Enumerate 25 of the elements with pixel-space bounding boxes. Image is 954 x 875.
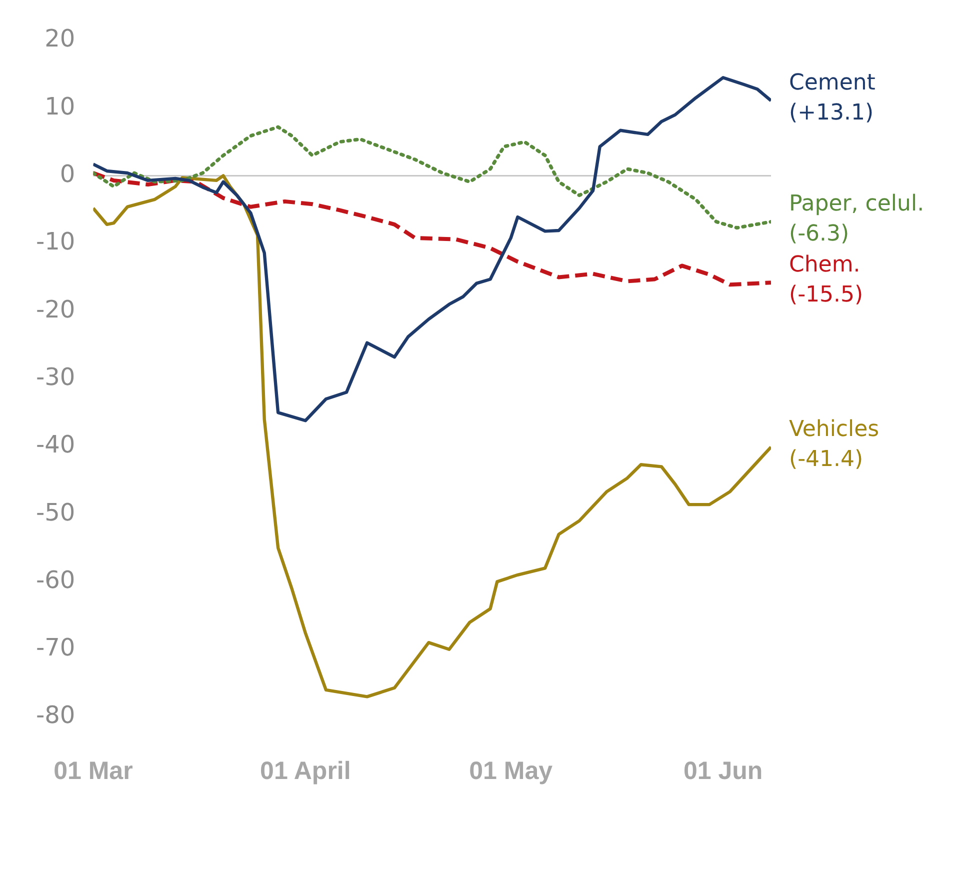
y-tick-label: -20: [36, 295, 76, 324]
x-tick-label: 01 May: [469, 756, 553, 785]
x-tick-label: 01 April: [260, 756, 351, 785]
y-tick-label: -10: [36, 228, 76, 256]
y-tick-label: -60: [36, 566, 76, 594]
y-tick-label: -30: [36, 362, 76, 391]
annotation: (-6.3): [789, 221, 850, 246]
x-tick-label: 01 Jun: [683, 756, 763, 785]
y-tick-label: 0: [60, 160, 76, 188]
y-tick-label: 20: [44, 24, 76, 53]
y-tick-label: -40: [36, 430, 76, 459]
y-tick-label: -80: [36, 701, 76, 730]
series-label: Vehicles: [789, 416, 880, 442]
annotation: (-41.4): [789, 446, 864, 472]
y-tick-label: -50: [36, 498, 76, 526]
annotation: (+13.1): [789, 100, 874, 126]
series-label: Cement: [789, 70, 876, 96]
series-label: Paper, celul.: [789, 191, 924, 216]
x-tick-label: 01 Mar: [54, 756, 134, 785]
annotation: (-15.5): [789, 282, 864, 308]
y-tick-label: -70: [36, 634, 76, 662]
y-tick-label: 10: [44, 92, 76, 120]
series-label: Chem.: [789, 252, 860, 278]
line-series: [93, 125, 771, 230]
line-series: [93, 171, 771, 287]
